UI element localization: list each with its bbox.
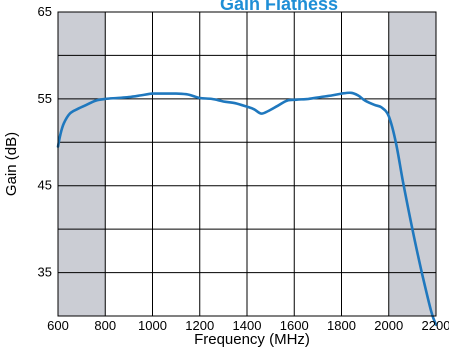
x-tick-label: 2200: [422, 318, 449, 333]
chart-title: Gain Flatness: [220, 0, 338, 14]
gain-line-series: [56, 91, 438, 326]
y-tick-labels: 35 45 55 65: [38, 4, 52, 280]
y-tick-label: 35: [38, 265, 52, 280]
x-tick-label: 1200: [185, 318, 214, 333]
grid-lines: [57, 11, 437, 317]
y-tick-label: 65: [38, 4, 52, 19]
x-axis-title: Frequency (MHz): [194, 331, 310, 348]
y-tick-label: 55: [38, 91, 52, 106]
plot-border: [57, 11, 437, 317]
shaded-region: [58, 12, 106, 316]
y-tick-label: 45: [38, 178, 52, 193]
x-tick-label: 1400: [233, 318, 262, 333]
shaded-regions: [58, 12, 436, 316]
data-series: [56, 91, 438, 326]
y-axis-title: Gain (dB): [3, 132, 20, 196]
x-tick-label: 600: [47, 318, 69, 333]
x-tick-label: 1000: [138, 318, 167, 333]
x-tick-label: 1600: [280, 318, 309, 333]
x-tick-label: 2000: [374, 318, 403, 333]
x-tick-label: 1800: [327, 318, 356, 333]
shaded-region: [388, 12, 436, 316]
x-tick-label: 800: [94, 318, 116, 333]
x-tick-labels: 600 800 1000 1200 1400 1600 1800 2000 2200: [47, 318, 449, 333]
